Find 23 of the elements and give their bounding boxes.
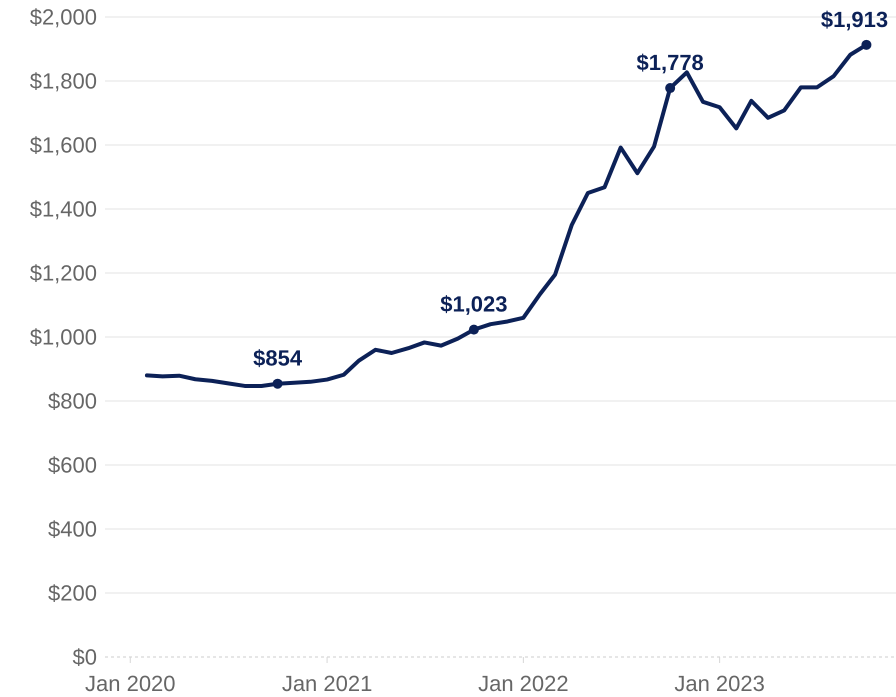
point: [665, 83, 676, 94]
y-tick-label: $1,600: [30, 132, 97, 158]
annotation: $1,023: [440, 292, 508, 317]
x-tick-label: Jan 2021: [282, 671, 372, 696]
y-tick-label: $600: [48, 452, 97, 478]
x-tick-label: Jan 2023: [674, 671, 765, 696]
point: [272, 378, 283, 389]
y-tick-label: $200: [48, 580, 97, 606]
y-tick-label: $400: [48, 516, 97, 542]
x-tick-label: Jan 2020: [85, 671, 176, 696]
annotation: $1,913: [820, 6, 888, 32]
y-tick-label: $800: [48, 388, 97, 414]
y-tick-label: $1,800: [30, 68, 97, 94]
point: [468, 324, 479, 335]
annotation: $854: [253, 346, 303, 371]
annotation: $1,778: [636, 50, 704, 76]
x-tick-label: Jan 2022: [478, 671, 569, 696]
point: [861, 40, 872, 50]
y-tick-label: $1,200: [30, 260, 97, 286]
y-tick-label: $2,000: [30, 4, 97, 30]
y-tick-label: $1,400: [30, 196, 97, 222]
y-tick-label: $1,000: [30, 324, 97, 350]
y-tick-label: $0: [72, 644, 97, 670]
